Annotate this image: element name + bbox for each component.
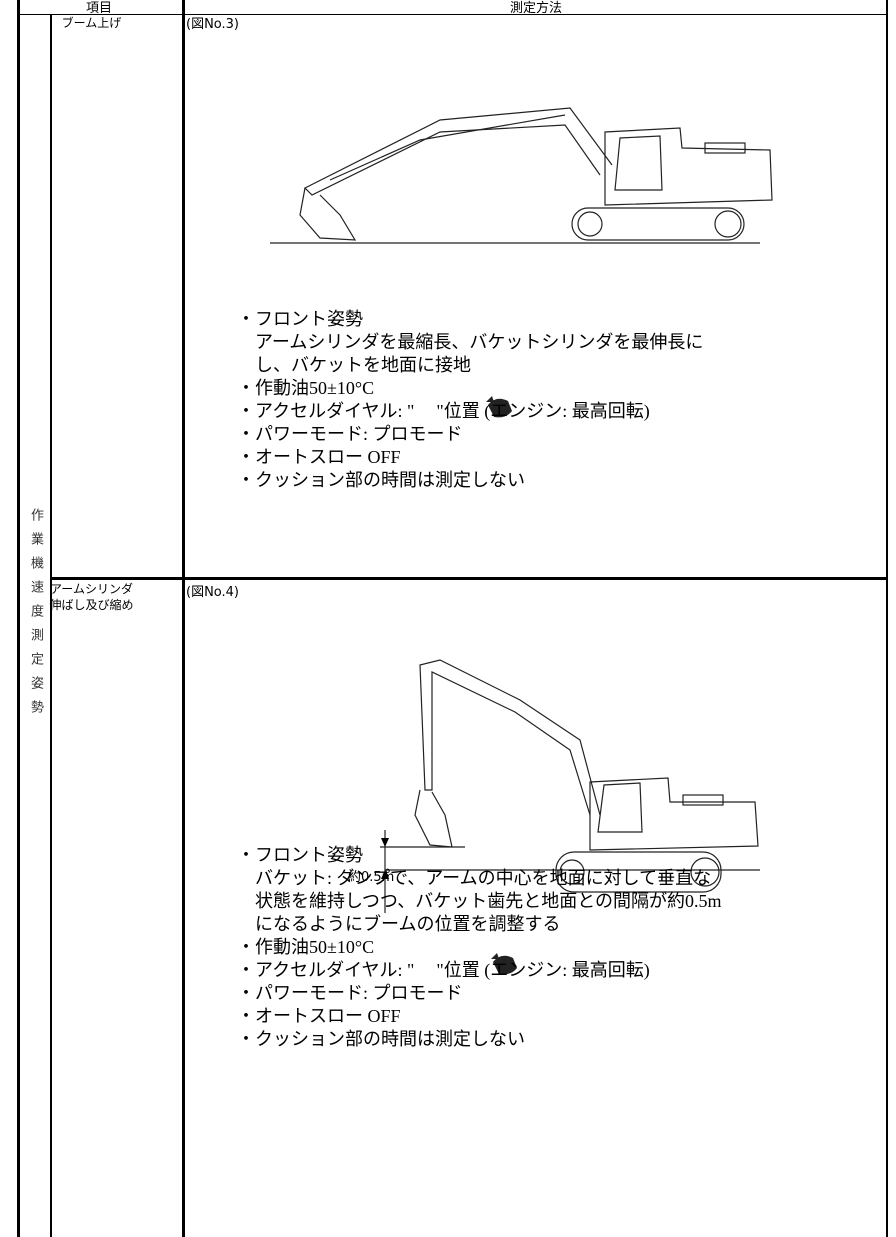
bullet-text: バケット: ダンプで、アームの中心を地面に対して垂直な	[255, 868, 712, 888]
bullet-text: ・フロント姿勢	[237, 309, 363, 329]
dial-icon	[486, 396, 517, 975]
item-label: 伸ばし及び縮め	[49, 598, 134, 612]
bullet-text: ・アクセルダイヤル: "	[237, 960, 415, 980]
bullet-text: し、バケットを地面に接地	[255, 355, 471, 375]
figure-number: (図No.3)	[186, 17, 239, 32]
bullet-text: ・パワーモード: プロモード	[237, 424, 463, 444]
border	[182, 0, 185, 1237]
border	[50, 14, 52, 1237]
bullet-text: ・オートスロー OFF	[237, 447, 401, 467]
dimension-label: 約0.5m	[348, 870, 395, 885]
bullet-text: ・クッション部の時間は測定しない	[237, 470, 525, 490]
bullet-text: ・パワーモード: プロモード	[237, 983, 463, 1003]
border	[886, 0, 888, 1237]
bullet-text: "位置 (エンジン: 最高回転)	[436, 960, 650, 980]
bullet-text: ・オートスロー OFF	[237, 1006, 401, 1026]
excavator-figure-4	[380, 659, 760, 913]
item-label: ブーム上げ	[61, 16, 122, 30]
bullet-text: ・クッション部の時間は測定しない	[237, 1029, 525, 1049]
header-method: 測定方法	[510, 1, 563, 16]
bullet-text: アームシリンダを最縮長、バケットシリンダを最伸長に	[255, 332, 704, 352]
bullet-text: ・アクセルダイヤル: "	[237, 401, 415, 421]
item-label: アームシリンダ	[50, 582, 133, 596]
bullet-text: になるようにブームの位置を調整する	[255, 914, 561, 934]
figure-number: (図No.4)	[186, 585, 239, 600]
bullet-text: "位置 (エンジン: 最高回転)	[436, 401, 650, 421]
bullet-text: ・フロント姿勢	[237, 845, 363, 865]
border	[50, 577, 888, 580]
group-label: 作業機速度測定姿勢	[28, 508, 43, 724]
bullet-text: 状態を維持しつつ、バケット歯先と地面との間隔が約0.5m	[255, 891, 722, 911]
bullet-text: ・作動油50±10°C	[237, 937, 375, 957]
bullet-text: ・作動油50±10°C	[237, 378, 375, 398]
header-item: 項目	[86, 1, 113, 16]
border	[17, 0, 20, 1237]
excavator-figure-3	[270, 107, 773, 244]
border	[17, 14, 888, 15]
